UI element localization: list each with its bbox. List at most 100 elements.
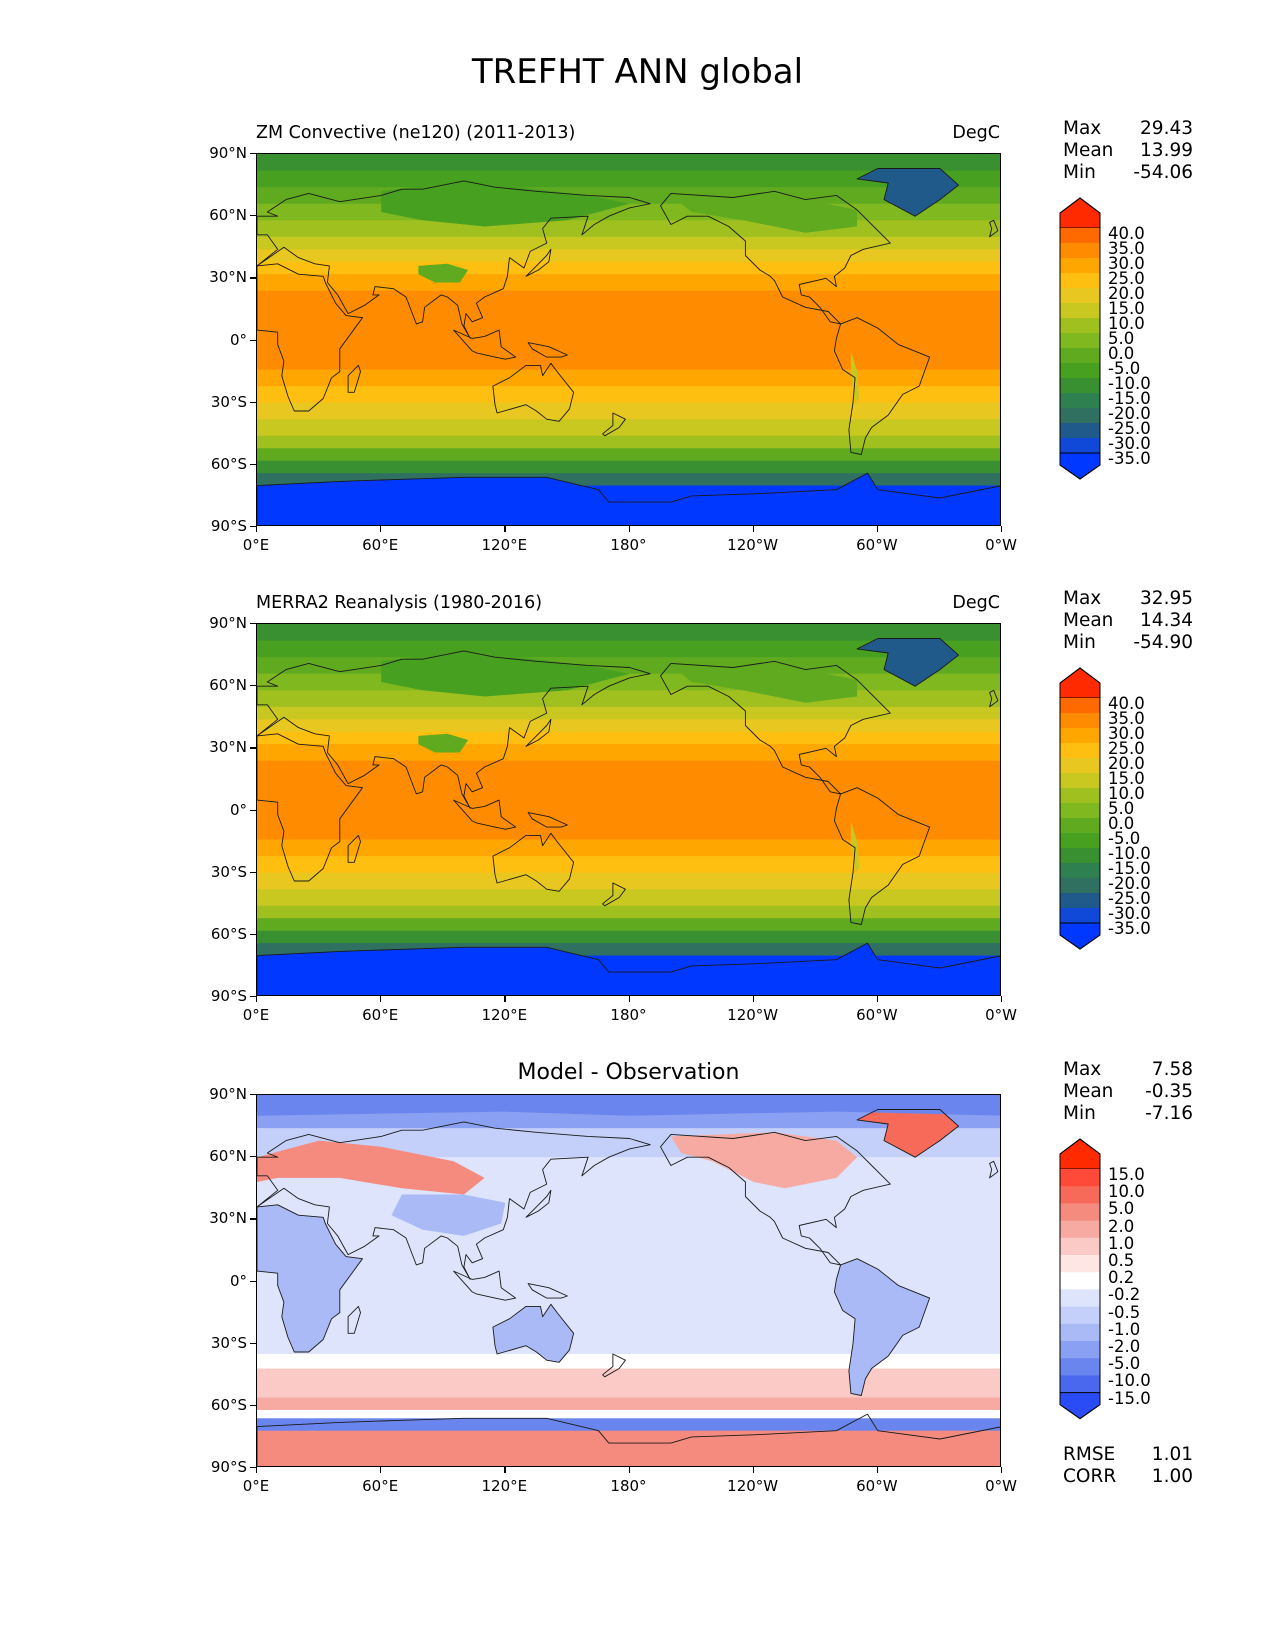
colorbar-segment bbox=[1060, 258, 1100, 274]
y-tick-mark bbox=[250, 933, 256, 936]
x-tick-mark bbox=[504, 996, 506, 1002]
coastline-japan bbox=[525, 718, 552, 747]
y-tick-label: 90°N bbox=[209, 144, 247, 162]
x-tick-mark bbox=[628, 526, 630, 532]
stat-name: Min bbox=[1063, 1103, 1096, 1124]
y-tick-label: 90°S bbox=[210, 517, 247, 535]
colorbar-label: 35.0 bbox=[1108, 239, 1145, 258]
y-tick-label: 60°S bbox=[210, 454, 247, 473]
siberia-cold bbox=[381, 650, 630, 697]
colorbar bbox=[1059, 1138, 1101, 1420]
y-tick-label: 0° bbox=[229, 330, 247, 349]
colorbar-label: 10.0 bbox=[1108, 314, 1145, 333]
y-tick-mark bbox=[250, 1156, 256, 1158]
colorbar bbox=[1059, 667, 1101, 950]
x-tick-mark bbox=[256, 996, 258, 1002]
temperature-band bbox=[257, 930, 1000, 944]
y-tick-label: 30°N bbox=[209, 268, 247, 287]
coastline-samerica bbox=[833, 317, 931, 455]
colorbar-label: 15.0 bbox=[1108, 1165, 1145, 1184]
colorbar-segment bbox=[1060, 1237, 1100, 1256]
colorbar-segment bbox=[1060, 438, 1100, 454]
colorbar-segment bbox=[1060, 393, 1100, 409]
x-tick-label: 120°W bbox=[727, 1477, 779, 1495]
temperature-band bbox=[257, 905, 1000, 919]
temperature-band bbox=[257, 706, 1000, 720]
temperature-band bbox=[257, 419, 1000, 437]
greenland-ice bbox=[857, 168, 959, 217]
y-tick-mark bbox=[250, 401, 256, 403]
colorbar-segment bbox=[1060, 408, 1100, 424]
andes-cool bbox=[850, 820, 860, 873]
temperature-band bbox=[257, 719, 1000, 733]
coastline-nz bbox=[602, 882, 626, 907]
stats-box: Max 7.58 Mean -0.35 Min -7.16 bbox=[1063, 1059, 1193, 1125]
stat-row: CORR 1.00 bbox=[1063, 1466, 1193, 1488]
colorbar-segment bbox=[1060, 333, 1100, 349]
colorbar-label: 5.0 bbox=[1108, 1199, 1135, 1219]
coastline-antarctica bbox=[257, 1413, 1000, 1466]
coastline-nz bbox=[602, 1353, 626, 1378]
diff-greenland-warm bbox=[857, 1109, 959, 1158]
stat-name: Min bbox=[1063, 632, 1096, 653]
x-tick-label: 0°E bbox=[242, 1477, 270, 1495]
colorbar-label: 1.0 bbox=[1108, 1233, 1135, 1253]
stats-box: Max 29.43 Mean 13.99 Min -54.06 bbox=[1063, 118, 1193, 184]
stat-row: Mean 13.99 bbox=[1063, 140, 1193, 162]
stat-row: Max 32.95 bbox=[1063, 588, 1193, 610]
stat-value: -7.16 bbox=[1145, 1103, 1193, 1124]
colorbar-label: -1.0 bbox=[1108, 1319, 1141, 1339]
x-tick-mark bbox=[1001, 996, 1003, 1002]
stat-name: Mean bbox=[1063, 1081, 1114, 1102]
coastline-greenland bbox=[856, 168, 959, 217]
x-tick-mark bbox=[380, 1467, 382, 1473]
stat-name: Max bbox=[1063, 1059, 1102, 1080]
x-tick-mark bbox=[752, 526, 754, 532]
temperature-band bbox=[257, 889, 1000, 907]
coastline-japan bbox=[525, 1189, 552, 1218]
coastline-uk bbox=[989, 1160, 999, 1179]
x-tick-label: 0°W bbox=[985, 536, 1017, 554]
colorbar-extend-max bbox=[1059, 1138, 1101, 1170]
panel-title: MERRA2 Reanalysis (1980-2016) bbox=[256, 593, 543, 613]
temperature-band bbox=[257, 448, 1000, 462]
antarctica-ice bbox=[257, 473, 1000, 525]
temperature-band bbox=[257, 640, 1000, 658]
temperature-band bbox=[257, 386, 1000, 404]
colorbar-segment bbox=[1060, 788, 1100, 804]
stat-row: Min -54.06 bbox=[1063, 162, 1193, 184]
panel-title: Model - Observation bbox=[517, 1060, 740, 1085]
coastline-seasia bbox=[453, 1270, 517, 1301]
colorbar-segment bbox=[1060, 243, 1100, 259]
tibet-cold bbox=[418, 263, 469, 283]
coastline-seasia bbox=[453, 329, 517, 360]
colorbar-segment bbox=[1060, 893, 1100, 909]
coastline-newguinea bbox=[527, 342, 568, 358]
coastline-australia bbox=[492, 362, 575, 422]
y-tick-mark bbox=[250, 215, 256, 217]
y-tick-label: 30°N bbox=[209, 1209, 247, 1228]
colorbar-label: 0.0 bbox=[1108, 814, 1135, 833]
colorbar-label: -10.0 bbox=[1108, 844, 1151, 863]
x-tick-label: 60°W bbox=[856, 536, 898, 554]
difference-band bbox=[257, 1202, 1000, 1220]
y-tick-label: 30°S bbox=[210, 862, 247, 881]
colorbar-label: 40.0 bbox=[1108, 694, 1145, 713]
colorbar-label: 30.0 bbox=[1108, 724, 1145, 743]
page-title: TREFHT ANN global bbox=[471, 52, 804, 92]
x-tick-mark bbox=[380, 996, 382, 1002]
colorbar-outline bbox=[1059, 667, 1101, 950]
colorbar-segment bbox=[1060, 228, 1100, 244]
x-tick-mark bbox=[752, 996, 754, 1002]
colorbar-label: 5.0 bbox=[1108, 799, 1135, 818]
map-plot bbox=[256, 153, 1001, 526]
diff-samerica-cold bbox=[834, 1258, 930, 1396]
coastline-samerica bbox=[833, 1258, 931, 1396]
colorbar-label: 0.5 bbox=[1108, 1251, 1135, 1270]
colorbar-label: -10.0 bbox=[1108, 374, 1151, 393]
colorbar-extend-min bbox=[1059, 922, 1101, 950]
stat-name: Mean bbox=[1063, 140, 1114, 161]
colorbar-label: -20.0 bbox=[1108, 404, 1151, 423]
temperature-band bbox=[257, 856, 1000, 874]
y-tick-label: 60°S bbox=[210, 924, 247, 943]
